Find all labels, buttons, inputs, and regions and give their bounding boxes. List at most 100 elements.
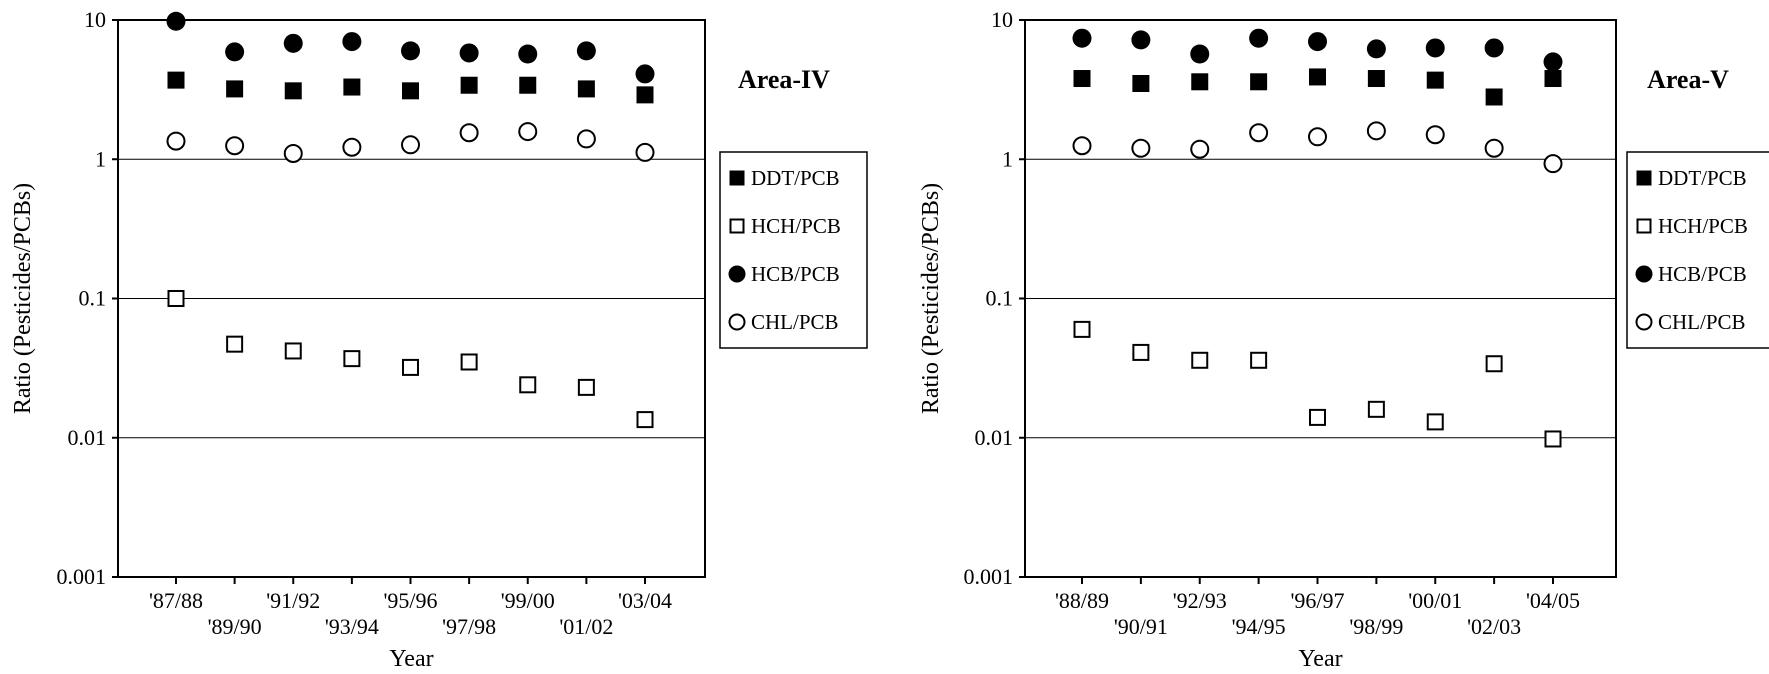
data-point [166,11,186,31]
x-tick-label: '94/95 [1232,614,1286,639]
data-point [167,71,185,89]
data-point [1426,413,1444,431]
legend-label: HCH/PCB [751,214,841,238]
data-point [1308,127,1327,147]
legend-label: DDT/PCB [1658,166,1747,190]
data-point [1426,71,1444,89]
data-point [1544,430,1562,448]
x-tick-label: '93/94 [325,614,379,639]
y-tick-label: 0.001 [964,564,1014,589]
y-tick-label: 0.1 [79,286,107,311]
data-point [1132,343,1150,361]
x-tick-label: '88/89 [1055,588,1109,613]
data-point [1544,70,1562,88]
data-point [1485,88,1503,106]
legend-label: HCB/PCB [1658,262,1747,286]
data-point [636,411,654,429]
legend-box [719,151,868,349]
data-point [1249,123,1269,143]
data-point [1309,68,1326,86]
data-point [1425,125,1445,145]
series-hcb-pcb [1072,28,1563,72]
x-tick-label: '91/92 [266,588,320,613]
x-tick-label: '98/99 [1349,614,1403,639]
panel-title: Area-V [1647,65,1729,94]
data-point [226,80,244,98]
x-axis-title: Year [1298,646,1342,672]
x-tick-label: '04/05 [1526,588,1580,613]
data-point [459,123,479,143]
x-tick-label: '96/97 [1290,588,1344,613]
data-point [1073,70,1091,88]
data-point [1131,138,1151,158]
x-tick-label: '99/00 [501,588,555,613]
series-hcb-pcb [166,11,655,84]
data-point [401,41,420,61]
data-point [283,143,303,163]
x-tick-label: '02/03 [1467,614,1521,639]
y-tick-label: 1 [1002,146,1013,171]
series-hch-pcb [1073,320,1562,448]
data-point [519,76,537,94]
data-point [1308,32,1327,52]
x-tick-label: '97/98 [442,614,496,639]
data-point [1367,70,1385,88]
data-point [1250,73,1268,91]
data-point [576,129,596,149]
y-tick-label: 0.01 [68,425,107,450]
series-ddt-pcb [1073,68,1562,106]
data-point [225,136,245,156]
legend-marker [1636,218,1652,234]
legend-label: HCH/PCB [1658,214,1748,238]
data-point [1250,351,1268,369]
series-ddt-pcb [167,71,654,104]
legend-label: DDT/PCB [751,166,840,190]
y-tick-label: 0.001 [57,564,107,589]
data-point [343,78,361,96]
data-point [577,378,595,396]
y-axis-title: Ratio (Pesticides/PCBs) [10,183,36,414]
data-point [1072,136,1092,156]
legend-marker [729,218,745,234]
legend-marker [1635,265,1653,283]
data-point [226,335,244,353]
y-tick-label: 0.1 [986,286,1014,311]
data-point [1073,320,1091,338]
chart-panel-area-v: 0.0010.010.1110'88/89'90/91'92/93'94/95'… [918,7,1769,672]
data-point [1191,73,1209,91]
data-point [636,86,654,104]
data-point [1191,351,1209,369]
data-point [1366,39,1386,59]
series-hch-pcb [167,290,654,429]
x-tick-label: '00/01 [1408,588,1462,613]
legend: DDT/PCB HCH/PCB HCB/PCB CHL/PCB [1626,151,1769,349]
x-tick-label: '89/90 [208,614,262,639]
data-point [1484,138,1504,158]
data-point [460,353,478,371]
y-tick-label: 1 [95,146,106,171]
data-point [576,41,596,61]
x-tick-label: '95/96 [383,588,437,613]
data-point [1190,44,1210,64]
data-point [1132,74,1150,92]
y-tick-label: 0.01 [975,425,1014,450]
data-point [577,80,595,98]
data-point [401,135,420,155]
x-tick-label: '90/91 [1114,614,1168,639]
legend-marker [1636,170,1652,186]
data-point [1249,28,1269,48]
data-point [1131,30,1151,50]
data-point [1367,400,1385,418]
x-axis-title: Year [389,646,433,672]
data-point [1309,408,1326,426]
panel-title: Area-IV [738,65,830,94]
legend-marker [729,170,745,186]
data-point [1425,38,1445,58]
data-point [166,131,186,151]
legend-marker [1635,313,1653,331]
data-point [459,43,479,63]
data-point [284,342,302,360]
chart-panel-area-iv: 0.0010.010.1110'87/88'89/90'91/92'93/94'… [10,7,868,672]
data-point [1485,355,1503,373]
